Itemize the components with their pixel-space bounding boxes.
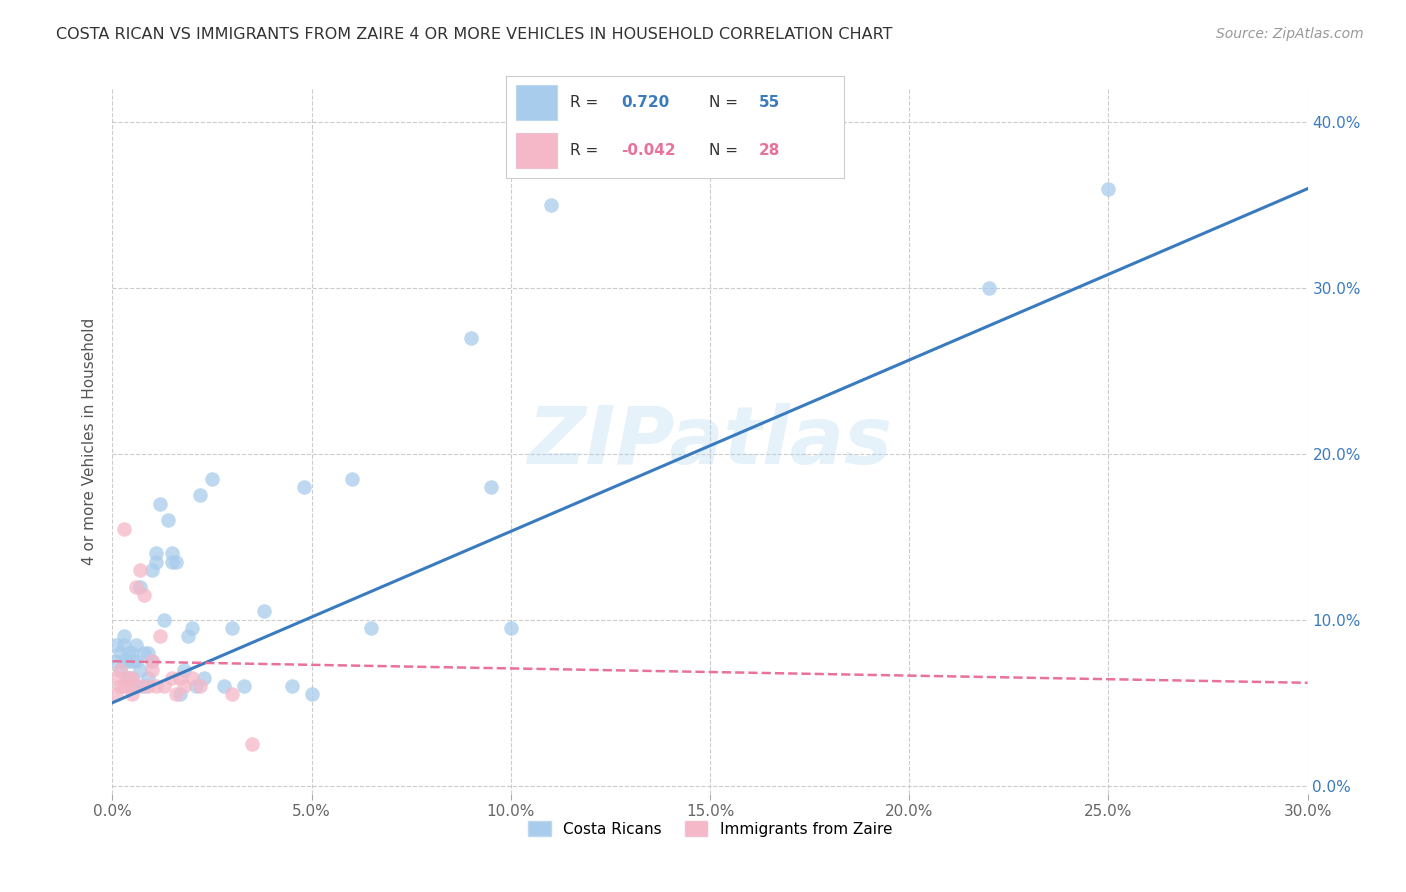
- Point: [181, 671, 204, 685]
- Point: [121, 646, 143, 660]
- Point: [169, 687, 191, 701]
- Point: [121, 687, 143, 701]
- Point: [145, 546, 167, 560]
- Point: [149, 497, 172, 511]
- Point: [141, 654, 163, 668]
- Point: [173, 663, 195, 677]
- Point: [121, 654, 143, 668]
- Point: [129, 580, 152, 594]
- Point: [460, 331, 482, 345]
- Text: N =: N =: [709, 95, 742, 110]
- FancyBboxPatch shape: [516, 85, 557, 120]
- Point: [499, 621, 522, 635]
- Point: [186, 679, 208, 693]
- Point: [240, 737, 263, 751]
- Point: [141, 663, 163, 677]
- Point: [145, 555, 167, 569]
- Point: [125, 580, 148, 594]
- Point: [125, 679, 148, 693]
- Point: [138, 679, 160, 693]
- Point: [114, 522, 135, 536]
- Point: [134, 679, 156, 693]
- Point: [121, 671, 143, 685]
- Point: [188, 679, 211, 693]
- Point: [177, 629, 200, 643]
- Point: [212, 679, 235, 693]
- Point: [149, 629, 172, 643]
- Point: [479, 480, 502, 494]
- Point: [157, 513, 180, 527]
- Point: [117, 671, 139, 685]
- Point: [110, 646, 132, 660]
- Point: [125, 638, 148, 652]
- Y-axis label: 4 or more Vehicles in Household: 4 or more Vehicles in Household: [82, 318, 97, 566]
- Point: [977, 281, 1000, 295]
- Point: [162, 671, 183, 685]
- Point: [253, 605, 276, 619]
- Point: [125, 654, 148, 668]
- Point: [141, 563, 163, 577]
- Point: [110, 663, 132, 677]
- Point: [110, 663, 132, 677]
- Point: [221, 687, 243, 701]
- Point: [301, 687, 323, 701]
- Point: [360, 621, 382, 635]
- Point: [129, 663, 152, 677]
- FancyBboxPatch shape: [516, 133, 557, 168]
- Point: [138, 646, 160, 660]
- Text: R =: R =: [571, 95, 603, 110]
- Point: [165, 555, 187, 569]
- Point: [105, 687, 128, 701]
- Point: [188, 488, 211, 502]
- Text: R =: R =: [571, 144, 603, 158]
- Point: [105, 654, 128, 668]
- Point: [105, 638, 128, 652]
- Point: [134, 646, 156, 660]
- Point: [193, 671, 215, 685]
- Point: [129, 679, 152, 693]
- Text: COSTA RICAN VS IMMIGRANTS FROM ZAIRE 4 OR MORE VEHICLES IN HOUSEHOLD CORRELATION: COSTA RICAN VS IMMIGRANTS FROM ZAIRE 4 O…: [56, 27, 893, 42]
- Point: [114, 629, 135, 643]
- Point: [165, 687, 187, 701]
- Point: [117, 654, 139, 668]
- Point: [1097, 182, 1119, 196]
- Point: [162, 555, 183, 569]
- Point: [114, 638, 135, 652]
- Text: N =: N =: [709, 144, 742, 158]
- Point: [281, 679, 304, 693]
- Point: [114, 654, 135, 668]
- Point: [117, 671, 139, 685]
- Text: 0.720: 0.720: [621, 95, 669, 110]
- Text: -0.042: -0.042: [621, 144, 675, 158]
- Text: ZIPatlas: ZIPatlas: [527, 402, 893, 481]
- Point: [141, 654, 163, 668]
- Point: [201, 472, 224, 486]
- Point: [129, 563, 152, 577]
- Point: [169, 671, 191, 685]
- Point: [221, 621, 243, 635]
- Point: [153, 679, 176, 693]
- Point: [145, 679, 167, 693]
- Point: [162, 546, 183, 560]
- Text: Source: ZipAtlas.com: Source: ZipAtlas.com: [1216, 27, 1364, 41]
- Text: 28: 28: [759, 144, 780, 158]
- Point: [181, 621, 204, 635]
- Point: [134, 588, 156, 602]
- Point: [105, 671, 128, 685]
- Point: [173, 679, 195, 693]
- Text: 55: 55: [759, 95, 780, 110]
- Point: [121, 671, 143, 685]
- Point: [233, 679, 256, 693]
- Point: [292, 480, 315, 494]
- Point: [540, 198, 562, 212]
- Point: [117, 646, 139, 660]
- Point: [340, 472, 363, 486]
- Legend: Costa Ricans, Immigrants from Zaire: Costa Ricans, Immigrants from Zaire: [522, 814, 898, 843]
- Point: [138, 671, 160, 685]
- Point: [110, 679, 132, 693]
- Point: [153, 613, 176, 627]
- Point: [114, 679, 135, 693]
- Point: [117, 679, 139, 693]
